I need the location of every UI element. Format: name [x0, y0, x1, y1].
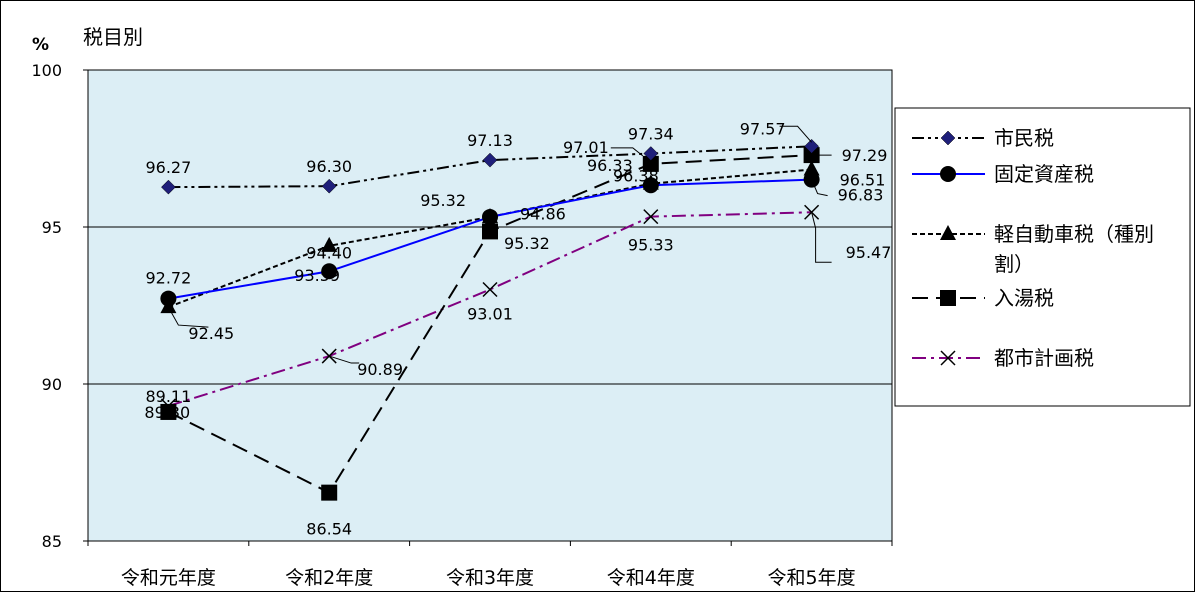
data-label: 93.59 [294, 266, 340, 285]
data-point-circle [321, 263, 338, 280]
data-label: 86.54 [306, 520, 352, 539]
legend-label: 市民税 [994, 126, 1054, 150]
series-line [168, 211, 812, 407]
data-point-circle [160, 290, 177, 307]
leader-line [811, 179, 828, 197]
series-line [168, 168, 812, 309]
data-label: 96.38 [613, 167, 659, 186]
data-label: 95.32 [504, 234, 550, 253]
data-label: 96.33 [587, 156, 633, 175]
data-label: 89.30 [144, 403, 190, 422]
data-point-diamond [643, 146, 659, 161]
data-label: 96.27 [145, 158, 191, 177]
x-axis: 令和元年度 令和2年度 令和3年度 令和4年度 令和5年度 [87, 541, 893, 589]
legend-item: 入湯税 [912, 286, 1054, 310]
data-label: 89.11 [145, 387, 191, 406]
data-label: 97.34 [628, 125, 674, 144]
legend-label: 固定資産税 [994, 162, 1094, 186]
data-point-square [160, 403, 177, 420]
leader-line [167, 306, 209, 328]
data-point-x-stroke [643, 209, 659, 225]
data-point-x [482, 281, 498, 298]
y-tick-label: 85 [42, 532, 62, 551]
data-point-x [643, 209, 659, 225]
chart-title: 税目別 [83, 25, 143, 49]
legend-label: 都市計画税 [994, 346, 1094, 370]
data-label: 92.72 [145, 269, 191, 288]
data-point-square [482, 223, 498, 240]
data-label: 97.57 [740, 119, 786, 138]
plot-area [87, 69, 893, 542]
data-point-diamond [482, 152, 498, 168]
data-point-square [321, 484, 338, 501]
legend-item: 市民税 [912, 126, 1054, 150]
data-point-diamond [161, 179, 176, 195]
leader-line [329, 355, 360, 364]
leader-layer [167, 125, 832, 364]
legend-box [894, 107, 1191, 407]
legend-item: 都市計画税 [912, 346, 1094, 370]
data-label: 92.45 [188, 324, 234, 343]
y-tick-label: 100 [31, 61, 62, 80]
data-label-layer: 96.27 96.30 97.13 97.34 97.57 92.72 94.40 95.32… [144, 119, 891, 538]
data-point-diamond [321, 178, 337, 194]
data-point-circle [482, 208, 498, 225]
data-label: 97.01 [563, 138, 609, 157]
data-label: 90.89 [357, 360, 403, 379]
data-point-diamond [804, 138, 819, 154]
data-label: 95.33 [628, 236, 674, 255]
data-point-circle [642, 177, 659, 194]
data-label: 94.86 [520, 204, 566, 223]
data-point-x-stroke [940, 350, 956, 366]
y-tick-label: 95 [42, 218, 62, 237]
leader-line [811, 212, 832, 263]
legend-label: 軽自動車税（種別 [994, 222, 1154, 246]
x-tick-label: 令和4年度 [607, 567, 695, 589]
legend-item: 固定資産税 [912, 162, 1094, 186]
data-point-x [940, 350, 956, 366]
data-label: 95.47 [846, 243, 892, 262]
data-label: 97.13 [467, 131, 513, 150]
data-label: 96.83 [838, 186, 884, 205]
y-axis: 85 90 95 100 [31, 61, 88, 551]
unit-label: % [32, 35, 49, 55]
marker-layer [160, 138, 820, 501]
x-tick-label: 令和2年度 [285, 567, 373, 589]
data-point-circle [940, 166, 956, 182]
data-point-triangle [803, 160, 820, 176]
x-tick-label: 令和元年度 [121, 567, 216, 589]
legend-item: 軽自動車税（種別割） [912, 222, 1154, 276]
legend-label: 入湯税 [994, 286, 1054, 310]
data-label: 96.51 [840, 171, 886, 190]
leader-line [610, 147, 644, 157]
data-point-diamond [940, 130, 956, 146]
x-tick-label: 令和3年度 [446, 567, 534, 589]
data-point-triangle [940, 225, 956, 240]
y-tick-label: 90 [42, 375, 62, 394]
data-label: 96.30 [306, 157, 352, 176]
data-label: 93.01 [467, 304, 513, 323]
legend-label: 割） [994, 252, 1034, 276]
data-label: 95.32 [420, 191, 466, 210]
data-point-triangle [321, 236, 338, 252]
data-point-x-stroke [482, 281, 498, 298]
data-label: 94.40 [306, 243, 352, 262]
data-point-square [940, 290, 956, 306]
x-tick-label: 令和5年度 [768, 567, 856, 589]
data-label: 97.29 [842, 146, 888, 165]
leader-line [779, 125, 812, 143]
